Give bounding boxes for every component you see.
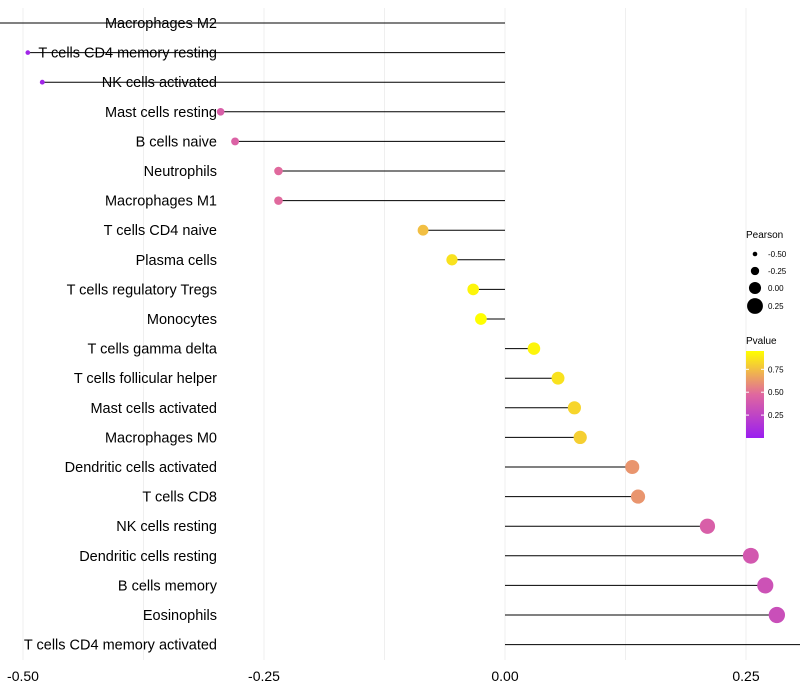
dot-19: [757, 577, 774, 594]
pearson-size-legend: Pearson -0.50 -0.25 0.00 0.25: [746, 230, 787, 314]
category-label: Monocytes: [147, 312, 217, 328]
category-label: Dendritic cells activated: [65, 460, 217, 476]
dot-18: [742, 547, 759, 564]
category-label: T cells follicular helper: [74, 371, 217, 387]
category-label: Macrophages M1: [105, 194, 217, 210]
category-label: B cells memory: [118, 578, 218, 594]
pearson-legend-label: 0.25: [768, 302, 784, 311]
pearson-legend-label: -0.25: [768, 267, 787, 276]
pearson-legend-dot: [747, 298, 763, 314]
pvalue-color-legend: Pvalue 0.75 0.50 0.25: [746, 336, 784, 438]
category-label: NK cells resting: [116, 519, 217, 535]
category-label: T cells CD4 naive: [104, 223, 217, 239]
dot-14: [573, 430, 587, 445]
category-label: B cells naive: [136, 134, 217, 150]
pearson-legend-dot: [752, 251, 758, 257]
dot-8: [446, 254, 458, 266]
dot-4: [231, 137, 240, 146]
x-tick-label: 0.25: [732, 668, 759, 684]
dot-9: [467, 283, 479, 296]
dot-16: [630, 489, 646, 504]
category-label: Mast cells activated: [90, 401, 217, 417]
dot-5: [274, 166, 283, 176]
dot-1: [25, 50, 31, 55]
pearson-legend-title: Pearson: [746, 230, 783, 241]
dot-13: [567, 401, 581, 415]
grid-lines: [22, 8, 747, 660]
pvalue-colorbar: [746, 351, 764, 438]
pearson-legend-label: -0.50: [768, 250, 787, 259]
category-label: Eosinophils: [143, 608, 217, 624]
pvalue-legend-label: 0.75: [768, 365, 784, 374]
pearson-legend-dot: [750, 266, 760, 276]
pearson-legend-label: 0.00: [768, 284, 784, 293]
pearson-legend-dot: [748, 281, 762, 295]
pvalue-legend-label: 0.25: [768, 411, 784, 420]
category-labels: Macrophages M2 T cells CD4 memory resting…: [24, 16, 218, 654]
x-tick-label: -0.50: [7, 668, 39, 684]
category-label: Neutrophils: [144, 164, 217, 180]
dot-17: [699, 518, 716, 534]
category-label: Macrophages M2: [105, 16, 217, 32]
pvalue-legend-title: Pvalue: [746, 336, 777, 347]
dot-11: [527, 342, 541, 355]
x-tick-label: 0.00: [491, 668, 518, 684]
dot-2: [39, 79, 45, 85]
category-label: T cells gamma delta: [88, 342, 218, 358]
category-label: T cells CD4 memory resting: [38, 46, 217, 62]
category-label: NK cells activated: [102, 75, 217, 91]
pvalue-legend-label: 0.50: [768, 388, 784, 397]
dot-3: [216, 107, 225, 116]
dot-7: [417, 224, 429, 236]
category-label: Dendritic cells resting: [79, 549, 217, 565]
category-label: T cells regulatory Tregs: [67, 282, 217, 298]
dot-12: [551, 371, 565, 385]
category-label: Macrophages M0: [105, 430, 217, 446]
lollipop-stems: [0, 22, 800, 646]
dot-6: [274, 196, 283, 205]
x-axis-tick-labels: -0.50 -0.25 0.00 0.25: [7, 668, 760, 684]
dot-10: [475, 313, 487, 325]
category-label: Plasma cells: [136, 253, 217, 269]
dot-15: [625, 459, 640, 475]
x-tick-label: -0.25: [248, 668, 280, 684]
category-label: T cells CD8: [142, 490, 217, 506]
category-label: T cells CD4 memory activated: [24, 638, 217, 654]
category-label: Mast cells resting: [105, 105, 217, 121]
lollipop-dots: [25, 50, 786, 624]
dot-20: [768, 606, 786, 624]
